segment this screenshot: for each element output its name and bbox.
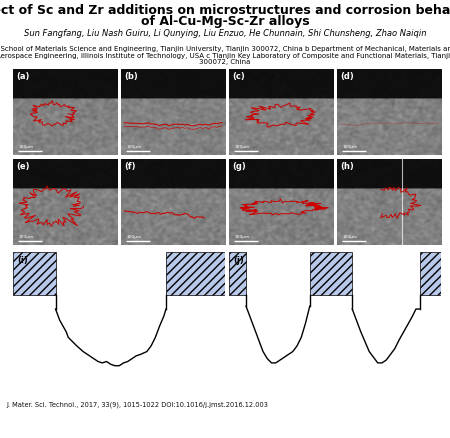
Text: (g): (g) (232, 162, 246, 171)
Text: a School of Materials Science and Engineering, Tianjin University, Tianjin 30007: a School of Materials Science and Engine… (0, 46, 450, 52)
Bar (166, 253, 225, 295)
Text: (b): (b) (124, 72, 138, 81)
Text: 100μm: 100μm (126, 234, 141, 238)
Text: 100μm: 100μm (18, 145, 33, 148)
Bar (13, 253, 55, 295)
Text: 300072, China: 300072, China (199, 59, 251, 65)
Text: (d): (d) (340, 72, 354, 81)
Text: (i): (i) (17, 255, 28, 265)
Text: Effect of Sc and Zr additions on microstructures and corrosion behavior: Effect of Sc and Zr additions on microst… (0, 4, 450, 18)
Text: (c): (c) (232, 72, 245, 81)
Text: (a): (a) (16, 72, 30, 81)
Bar (420, 253, 441, 295)
Bar (310, 253, 352, 295)
Text: (f): (f) (124, 162, 136, 171)
Text: 100μm: 100μm (342, 145, 357, 148)
Text: (e): (e) (16, 162, 30, 171)
Text: 100μm: 100μm (234, 234, 249, 238)
Text: 100μm: 100μm (342, 234, 357, 238)
Text: (j): (j) (233, 255, 244, 265)
Text: J. Mater. Sci. Technol., 2017, 33(9), 1015-1022 DOI:10.1016/j.jmst.2016.12.003: J. Mater. Sci. Technol., 2017, 33(9), 10… (7, 401, 269, 407)
Text: Sun Fangfang, Liu Nash Guiru, Li Qunying, Liu Enzuo, He Chunnain, Shi Chunsheng,: Sun Fangfang, Liu Nash Guiru, Li Qunying… (24, 28, 426, 38)
Text: of Al-Cu-Mg-Sc-Zr alloys: of Al-Cu-Mg-Sc-Zr alloys (141, 15, 309, 28)
Text: (h): (h) (340, 162, 354, 171)
Text: Aerospace Engineering, Illinois Institute of Technology, USA c Tianjin Key Labor: Aerospace Engineering, Illinois Institut… (0, 53, 450, 59)
Bar (229, 253, 246, 295)
Text: 100μm: 100μm (234, 145, 249, 148)
Text: 100μm: 100μm (126, 145, 141, 148)
Text: 100μm: 100μm (18, 234, 33, 238)
